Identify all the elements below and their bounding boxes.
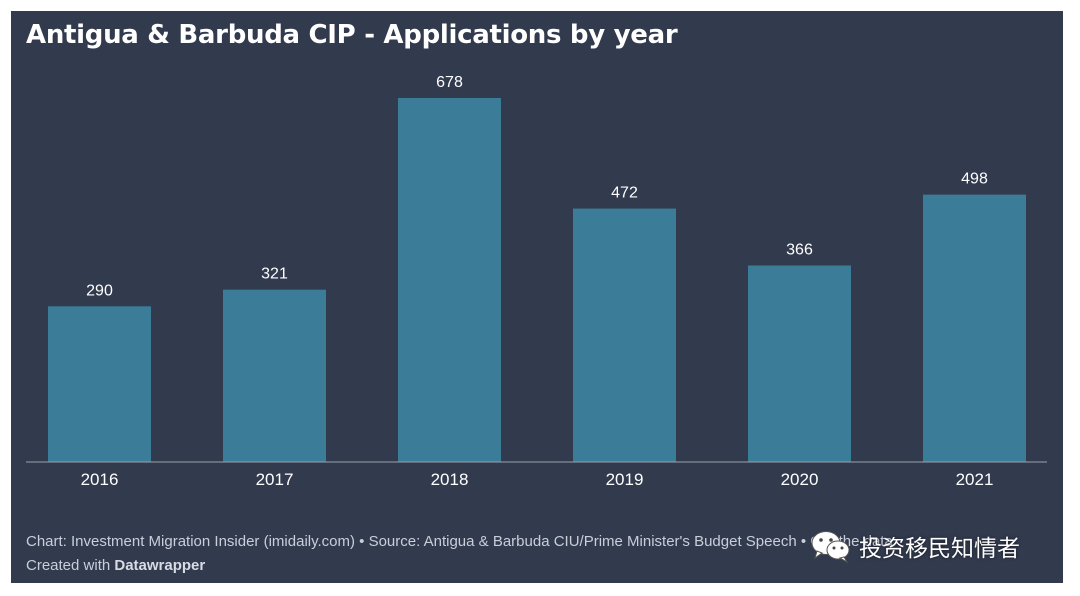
created-with-line: Created with Datawrapper	[26, 554, 893, 578]
value-label-2020: 366	[786, 242, 813, 259]
value-label-2018: 678	[436, 74, 463, 91]
wechat-watermark: 投资移民知情者	[809, 527, 1020, 565]
value-label-2019: 472	[611, 185, 638, 202]
chart-title: Antigua & Barbuda CIP - Applications by …	[26, 20, 678, 50]
x-tick-2020: 2020	[781, 470, 819, 489]
bar-chart: 290 321 678 472 366 498 2016 2017 2018 2019 2020 2…	[26, 74, 1047, 489]
wechat-icon	[809, 529, 853, 563]
created-prefix: Created with	[26, 557, 115, 574]
datawrapper-link[interactable]: Datawrapper	[114, 557, 206, 574]
value-label-2021: 498	[961, 171, 988, 188]
value-label-2016: 290	[86, 282, 113, 299]
bar-2019	[573, 208, 676, 462]
source-line: Chart: Investment Migration Insider (imi…	[26, 533, 893, 550]
x-tick-2017: 2017	[256, 470, 294, 489]
bar-2021	[923, 194, 1026, 463]
chart-footer: Chart: Investment Migration Insider (imi…	[26, 530, 893, 578]
watermark-text: 投资移民知情者	[859, 536, 1020, 562]
bar-2018	[398, 98, 501, 462]
bar-2017	[223, 289, 326, 462]
bar-2016	[48, 306, 151, 462]
x-tick-2019: 2019	[606, 470, 644, 489]
value-label-2017: 321	[261, 266, 288, 283]
x-tick-2021: 2021	[956, 470, 994, 489]
chart-panel: Antigua & Barbuda CIP - Applications by …	[11, 11, 1063, 583]
x-tick-2016: 2016	[81, 470, 119, 489]
x-tick-2018: 2018	[431, 470, 469, 489]
bar-2020	[748, 265, 851, 462]
